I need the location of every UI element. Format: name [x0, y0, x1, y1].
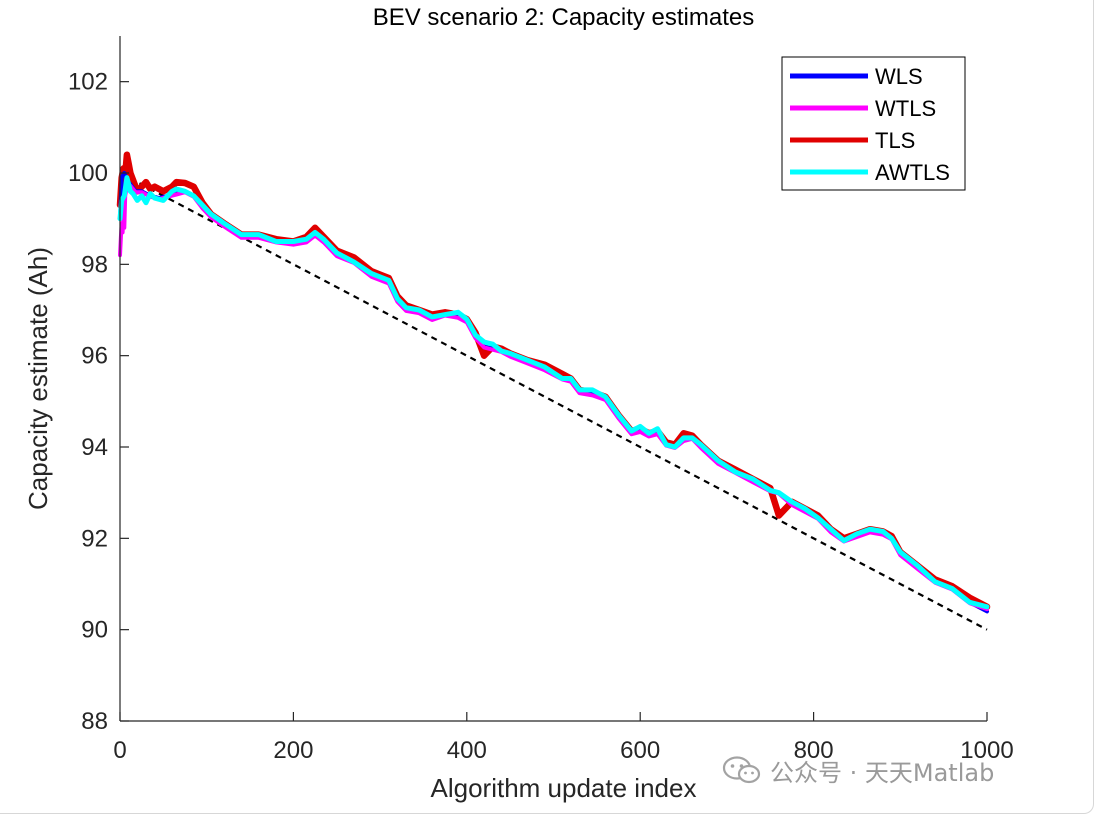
series-line-awtls: [117, 175, 990, 610]
chart-title: BEV scenario 2: Capacity estimates: [373, 4, 755, 31]
y-tick-label: 90: [81, 617, 108, 644]
watermark-text: 公众号 · 天天Matlab: [770, 758, 995, 787]
x-axis-title: Algorithm update index: [431, 773, 697, 803]
wechat-icon: [722, 756, 761, 784]
x-tick-label: 800: [794, 737, 834, 764]
legend-box: [781, 56, 966, 191]
x-tick-label: 400: [447, 737, 487, 764]
watermark: 公众号 · 天天Matlab: [722, 752, 994, 788]
legend-label-awtls: AWTLS: [875, 160, 950, 185]
y-axis-title: Capacity estimate (Ah): [23, 247, 53, 510]
legend-label-wtls: WTLS: [875, 96, 936, 121]
x-tick-label: 0: [113, 737, 126, 764]
legend-label-wls: WLS: [875, 64, 923, 89]
y-tick-label: 102: [68, 69, 108, 96]
legend-label-tls: TLS: [875, 128, 915, 153]
x-tick-label: 200: [273, 737, 313, 764]
y-tick-label: 100: [68, 160, 108, 187]
y-tick-label: 92: [81, 525, 108, 552]
y-tick-label: 94: [81, 434, 108, 461]
reference-line-dashed: [119, 172, 988, 631]
x-tick-label: 600: [620, 737, 660, 764]
y-tick-label: 96: [81, 343, 108, 370]
y-tick-label: 98: [81, 251, 108, 278]
y-tick-label: 88: [81, 708, 108, 735]
x-tick-label: 1000: [960, 737, 1013, 764]
